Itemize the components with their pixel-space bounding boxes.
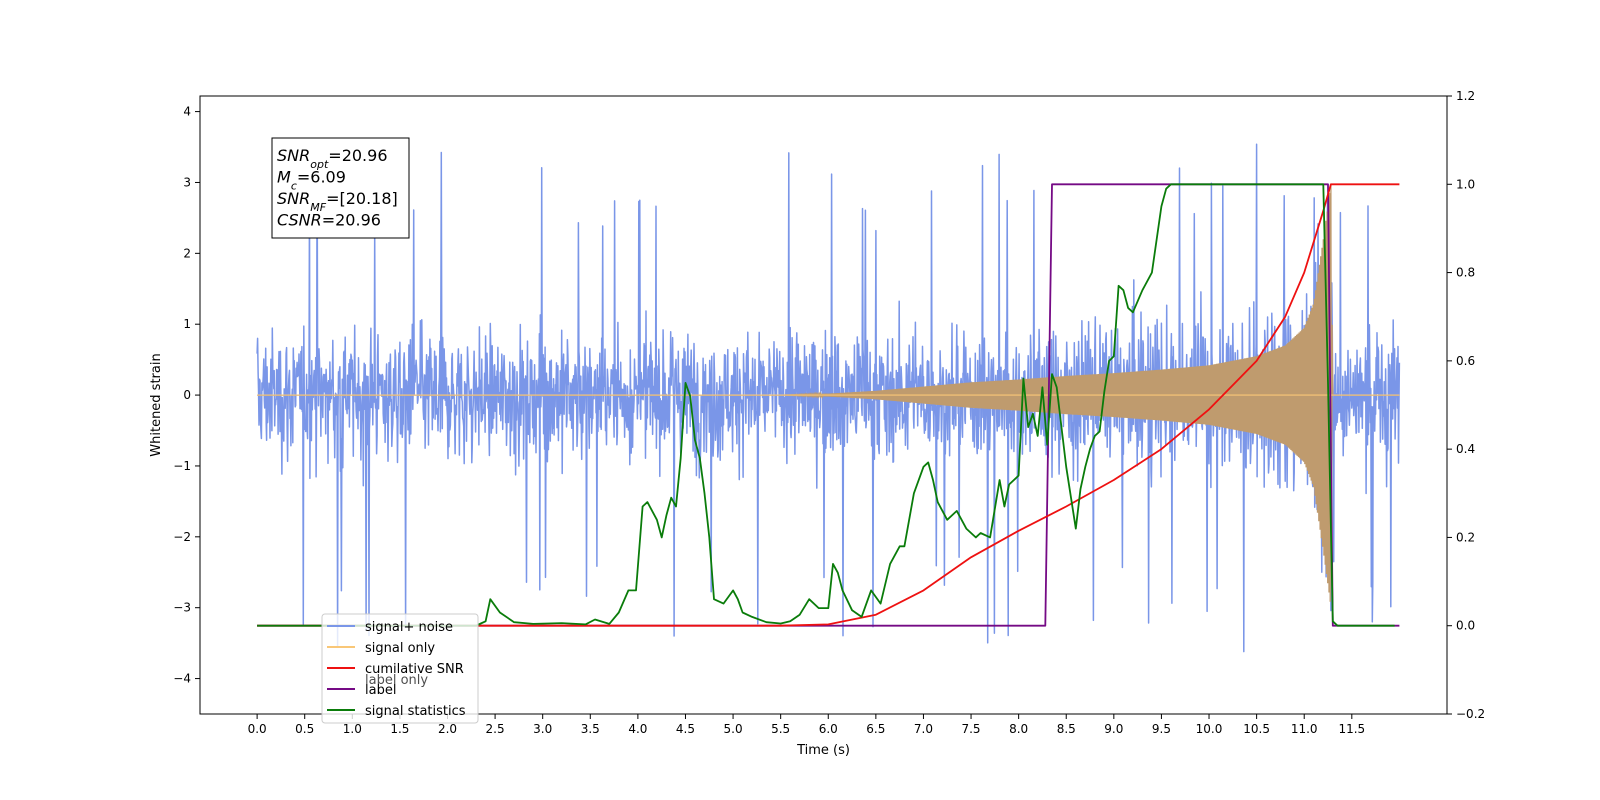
x-tick-label: 10.0 [1196,722,1223,736]
y-tick-label: −3 [173,601,191,615]
x-tick-label: 11.5 [1338,722,1365,736]
y-axis-label: Whitened strain [149,353,164,456]
y-tick-label: 0 [183,388,191,402]
series-group [256,143,1401,653]
x-tick-label: 8.0 [1009,722,1028,736]
series-line-cumilative-snr [257,183,1400,627]
y2-tick-label: 0.2 [1456,530,1475,544]
series-line-signal-noise [256,143,1401,653]
legend-hidden-text: label only [365,673,428,688]
annotation-line: Mc=6.09 [277,168,346,193]
y2-tick-label: −0.2 [1456,707,1485,721]
x-tick-label: 7.5 [961,722,980,736]
y-tick-label: 4 [183,105,191,119]
x-tick-label: 6.0 [819,722,838,736]
annotation-line: CSNR=20.96 [277,211,381,230]
x-tick-label: 4.5 [676,722,695,736]
y2-tick-label: 0.0 [1456,619,1475,633]
legend-entry: signal only [365,641,435,656]
x-tick-label: 1.0 [343,722,362,736]
legend-entry: signal+ noise [365,620,453,635]
x-axis-label: Time (s) [796,743,850,758]
x-tick-label: 8.5 [1057,722,1076,736]
x-tick-label: 2.0 [438,722,457,736]
axes: 0.0 0.5 1.0 1.5 2.0 2.5 3.0 3.5 4.0 4.5 5.0 5.5 6.0 6… [173,89,1485,736]
x-tick-label: 10.5 [1243,722,1270,736]
x-tick-label: 5.5 [771,722,790,736]
series-line-signal-statistics [257,183,1395,627]
y-tick-label: −4 [173,672,191,686]
annotation-line: SNRMF=[20.18] [277,189,398,214]
x-tick-label: 2.5 [486,722,505,736]
annotation-box [271,137,410,239]
x-tick-label: 0.0 [248,722,267,736]
x-tick-label: 6.5 [866,722,885,736]
y-tick-label: −1 [173,459,191,473]
x-tick-label: 3.5 [581,722,600,736]
annotation-line: SNRopt=20.96 [277,146,388,171]
x-tick-label: 1.5 [390,722,409,736]
legend-box [321,613,479,724]
legend-entry: signal statistics [365,704,466,719]
y2-tick-label: 0.6 [1456,354,1475,368]
y-tick-label: 3 [183,175,191,189]
plot-area [256,143,1401,653]
x-tick-label: 7.0 [914,722,933,736]
y-tick-label: 2 [183,246,191,260]
legend-entry: label [365,683,396,698]
y-tick-label: 1 [183,317,191,331]
y2-tick-label: 1.0 [1456,177,1475,191]
y-tick-label: −2 [173,530,191,544]
stats-annotation-box: SNRopt=20.96Mc=6.09SNRMF=[20.18]CSNR=20.… [271,137,410,239]
x-tick-label: 11.0 [1291,722,1318,736]
x-tick-label: 9.0 [1104,722,1123,736]
x-tick-label: 0.5 [295,722,314,736]
x-tick-label: 3.0 [533,722,552,736]
y2-tick-label: 1.2 [1456,89,1475,103]
legend-entry: cumilative SNR [365,662,464,677]
x-tick-label: 9.5 [1152,722,1171,736]
x-tick-label: 5.0 [724,722,743,736]
axes-frame [199,95,1448,715]
x-tick-label: 4.0 [628,722,647,736]
y2-tick-label: 0.8 [1456,266,1475,280]
legend: label only signal+ noise signal only cumila… [321,613,479,724]
y2-tick-label: 0.4 [1456,442,1475,456]
